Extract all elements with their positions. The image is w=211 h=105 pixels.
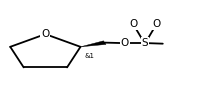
Text: O: O (41, 29, 50, 39)
Polygon shape (80, 41, 106, 47)
Text: O: O (152, 19, 161, 29)
Text: O: O (121, 38, 129, 48)
Text: &1: &1 (84, 53, 94, 59)
Text: O: O (129, 19, 137, 29)
Text: S: S (142, 38, 148, 48)
